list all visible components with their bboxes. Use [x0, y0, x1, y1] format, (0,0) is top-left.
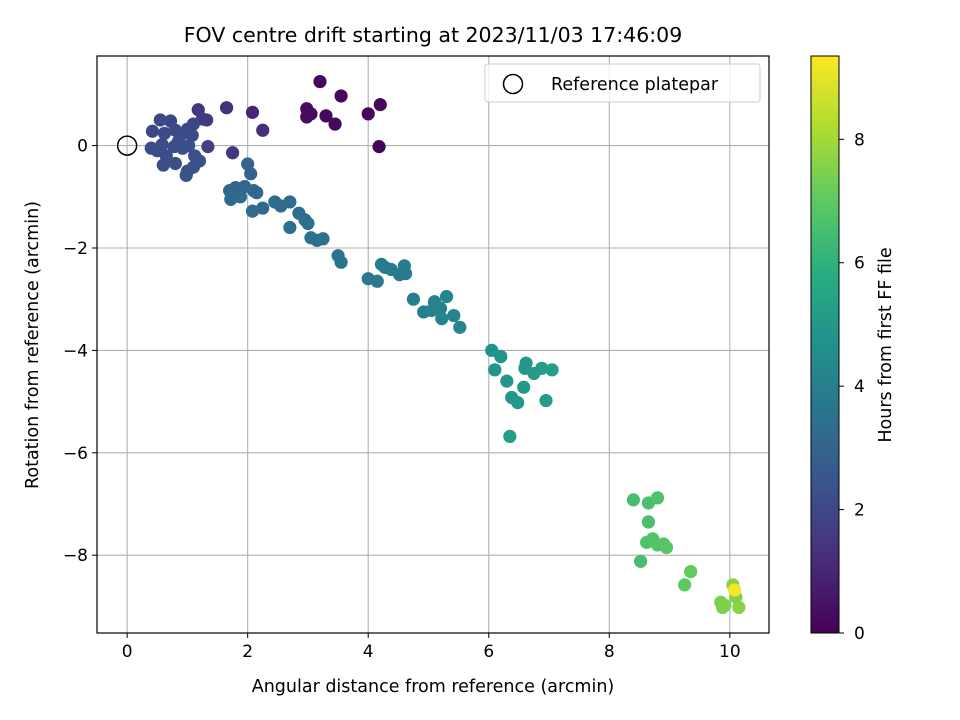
colorbar-tick-label: 4	[854, 377, 865, 397]
y-tick-label: −2	[63, 239, 88, 259]
data-point	[511, 396, 525, 410]
data-point	[155, 137, 169, 152]
data-point	[319, 109, 333, 123]
data-point	[535, 361, 549, 375]
colorbar: 0 2 4 6 8 Hours from first FF file	[810, 55, 896, 644]
data-point	[545, 363, 559, 377]
data-point	[684, 564, 698, 579]
y-tick-label: −6	[63, 444, 88, 464]
data-point	[732, 600, 746, 615]
legend-entry-label: Reference platepar	[551, 75, 719, 95]
data-point	[718, 598, 732, 612]
data-point	[439, 290, 454, 304]
x-axis-label: Angular distance from reference (arcmin)	[252, 677, 615, 697]
data-point	[256, 123, 270, 137]
x-tick-label: 10	[719, 642, 741, 662]
grid-lines	[97, 56, 769, 633]
data-point	[168, 156, 182, 171]
data-point	[182, 138, 196, 153]
data-point	[650, 491, 665, 505]
legend: Reference platepar	[484, 63, 761, 103]
reference-platepar-marker	[116, 135, 138, 156]
data-point	[250, 186, 264, 200]
data-point	[156, 158, 170, 172]
data-point	[433, 301, 448, 316]
colorbar-tick-label: 8	[854, 130, 865, 150]
data-point	[256, 201, 270, 215]
data-point	[494, 349, 508, 364]
y-axis-ticks: 0 −2 −4 −6 −8	[63, 137, 97, 566]
y-tick-label: 0	[77, 137, 88, 157]
data-point	[659, 540, 674, 555]
y-tick-label: −4	[63, 341, 88, 361]
data-point	[398, 266, 413, 281]
data-point	[334, 255, 348, 269]
data-point	[245, 204, 260, 218]
data-point	[500, 374, 514, 388]
data-point	[435, 312, 449, 326]
colorbar-label: Hours from first FF file	[876, 247, 896, 442]
data-point	[626, 493, 640, 507]
data-point	[728, 583, 742, 597]
data-point	[201, 140, 215, 154]
x-tick-label: 2	[242, 642, 253, 662]
data-points	[144, 74, 746, 615]
colorbar-ticks: 0 2 4 6 8	[839, 130, 865, 644]
data-point	[185, 128, 199, 142]
data-point	[244, 167, 258, 181]
data-point	[517, 380, 531, 394]
y-axis-label: Rotation from reference (arcmin)	[23, 201, 43, 489]
colorbar-tick-label: 0	[854, 624, 865, 644]
data-point	[539, 393, 553, 408]
data-point	[453, 320, 467, 334]
colorbar-tick-label: 6	[854, 254, 865, 274]
legend-box	[484, 63, 761, 103]
data-point	[145, 124, 160, 138]
x-tick-label: 4	[363, 642, 374, 662]
data-point	[233, 190, 248, 204]
data-point	[447, 308, 461, 323]
data-point	[406, 292, 421, 306]
x-tick-label: 6	[483, 642, 494, 662]
chart-title: FOV centre drift starting at 2023/11/03 …	[184, 23, 683, 47]
data-point	[200, 113, 214, 127]
data-point	[503, 429, 517, 444]
data-point	[519, 356, 533, 370]
data-point	[300, 110, 314, 124]
x-axis-ticks: 0 2 4 6 8 10	[122, 633, 741, 662]
x-tick-label: 8	[604, 642, 615, 662]
data-point	[219, 101, 234, 115]
data-point	[153, 113, 167, 127]
data-point	[157, 126, 172, 140]
data-point	[313, 74, 327, 89]
data-point	[301, 216, 315, 231]
data-point	[370, 274, 384, 288]
data-point	[186, 117, 201, 131]
data-point	[192, 154, 207, 168]
data-point	[361, 107, 375, 121]
data-point	[226, 146, 240, 160]
data-point	[372, 140, 386, 154]
data-point	[328, 117, 342, 131]
x-tick-label: 0	[122, 642, 133, 662]
plot-frame	[96, 55, 770, 634]
data-point	[678, 578, 692, 592]
colorbar-gradient	[810, 55, 840, 634]
data-point	[634, 554, 648, 568]
data-point	[283, 195, 297, 209]
reference-marker-layer	[116, 135, 138, 156]
data-point	[488, 363, 502, 377]
data-point	[334, 89, 348, 103]
data-point	[283, 220, 297, 235]
data-point	[641, 515, 656, 529]
legend-reference-marker	[502, 73, 524, 95]
colorbar-tick-label: 2	[854, 501, 865, 521]
data-point	[245, 105, 260, 119]
y-tick-label: −8	[63, 546, 88, 566]
data-point	[373, 98, 387, 112]
data-point	[316, 232, 330, 246]
